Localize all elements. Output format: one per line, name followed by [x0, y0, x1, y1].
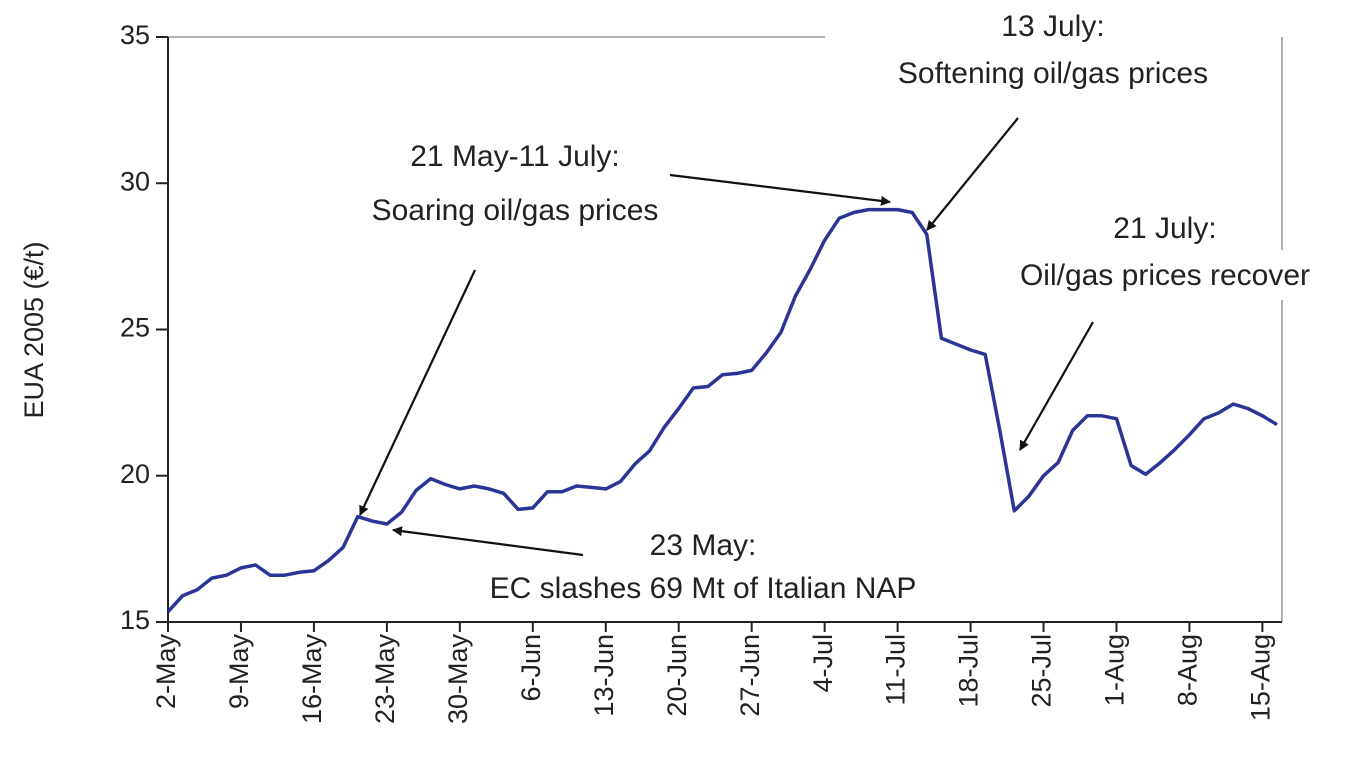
x-tick-label: 20-Jun	[662, 634, 692, 717]
arrow	[1019, 321, 1094, 451]
arrow	[359, 269, 476, 516]
y-axis-label: EUA 2005 (€/t)	[19, 241, 49, 418]
arrows	[359, 117, 1094, 557]
x-tick-label: 4-Jul	[808, 634, 838, 693]
x-tick-label: 6-Jun	[516, 634, 546, 702]
annotation: Soaring oil/gas prices	[372, 194, 659, 227]
series-line	[166, 207, 1278, 613]
x-tick-label: 23-May	[370, 634, 400, 725]
arrow	[392, 526, 584, 557]
arrow	[926, 117, 1019, 231]
annotation: Softening oil/gas prices	[898, 57, 1208, 90]
x-tick-label: 30-May	[443, 634, 473, 725]
arrow	[669, 173, 891, 206]
y-tick-label: 20	[120, 459, 150, 489]
y-tick-label: 30	[120, 166, 150, 196]
annotation: 13 July:	[1001, 10, 1104, 43]
y-tick-label: 35	[120, 20, 150, 50]
annotation: 23 May:	[650, 529, 757, 562]
x-tick-label: 13-Jun	[589, 634, 619, 717]
x-tick-label: 16-May	[297, 634, 327, 725]
annotation: Oil/gas prices recover	[1020, 259, 1310, 292]
annotation: EC slashes 69 Mt of Italian NAP	[490, 572, 917, 605]
y-tick-label: 25	[120, 313, 150, 343]
x-tick-label: 18-Jul	[954, 634, 984, 708]
x-tick-label: 8-Aug	[1173, 634, 1203, 706]
x-tick-label: 11-Jul	[881, 634, 911, 706]
annotation: 21 May-11 July:	[410, 140, 620, 173]
x-tick-label: 2-May	[151, 634, 181, 710]
x-tick-label: 27-Jun	[735, 634, 765, 717]
x-tick-label: 15-Aug	[1246, 634, 1276, 721]
x-tick-label: 9-May	[224, 634, 254, 710]
x-tick-label: 25-Jul	[1027, 634, 1057, 708]
annotation: 21 July:	[1113, 212, 1216, 245]
y-tick-label: 15	[120, 605, 150, 635]
x-tick-label: 1-Aug	[1100, 634, 1130, 706]
